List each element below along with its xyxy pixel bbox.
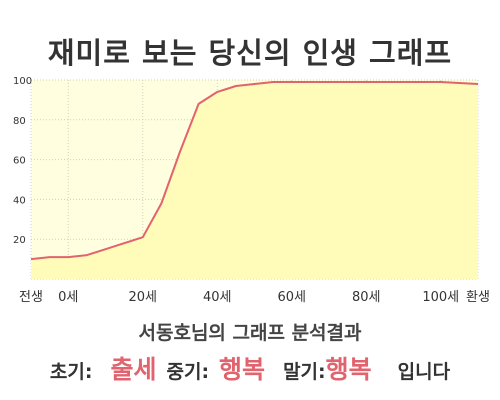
early-value: 출세 xyxy=(110,355,157,384)
late-value: 행복 xyxy=(325,355,372,384)
x-tick-label: 60세 xyxy=(277,290,306,305)
area-series xyxy=(30,81,479,279)
y-tick-label: 60 xyxy=(13,156,26,167)
page-title: 재미로 보는 당신의 인생 그래프 xyxy=(47,36,453,70)
y-tick-label: 80 xyxy=(13,116,26,127)
series-area xyxy=(31,82,478,279)
analysis-result: 초기: 출세 중기: 행복 말기:행복 입니다 xyxy=(0,350,500,386)
x-tick-label: 0세 xyxy=(58,290,78,305)
life-graph-chart: 20 40 60 80 100 전생 0세 20세 40세 60세 80세 100세 환생 xyxy=(13,76,490,305)
late-label: 말기: xyxy=(283,361,326,383)
mid-value: 행복 xyxy=(219,355,266,384)
y-tick-label: 40 xyxy=(13,195,26,206)
x-axis-ticks: 전생 0세 20세 40세 60세 80세 100세 환생 xyxy=(19,290,490,305)
series-line xyxy=(30,81,479,261)
x-tick-label: 100세 xyxy=(422,290,459,305)
x-tick-label: 40세 xyxy=(203,290,232,305)
y-tick-label: 20 xyxy=(13,235,26,246)
x-tick-label: 80세 xyxy=(352,290,381,305)
y-tick-label: 100 xyxy=(13,76,32,87)
x-tick-label: 20세 xyxy=(128,290,157,305)
analysis-subtitle: 서동호님의 그래프 분석결과 xyxy=(138,322,362,344)
y-axis-ticks: 20 40 60 80 100 xyxy=(13,76,32,246)
mid-label: 중기: xyxy=(166,361,210,383)
early-label: 초기: xyxy=(49,361,93,383)
result-suffix: 입니다 xyxy=(397,361,451,383)
x-tick-label: 환생 xyxy=(466,290,490,305)
x-tick-label: 전생 xyxy=(19,290,43,305)
